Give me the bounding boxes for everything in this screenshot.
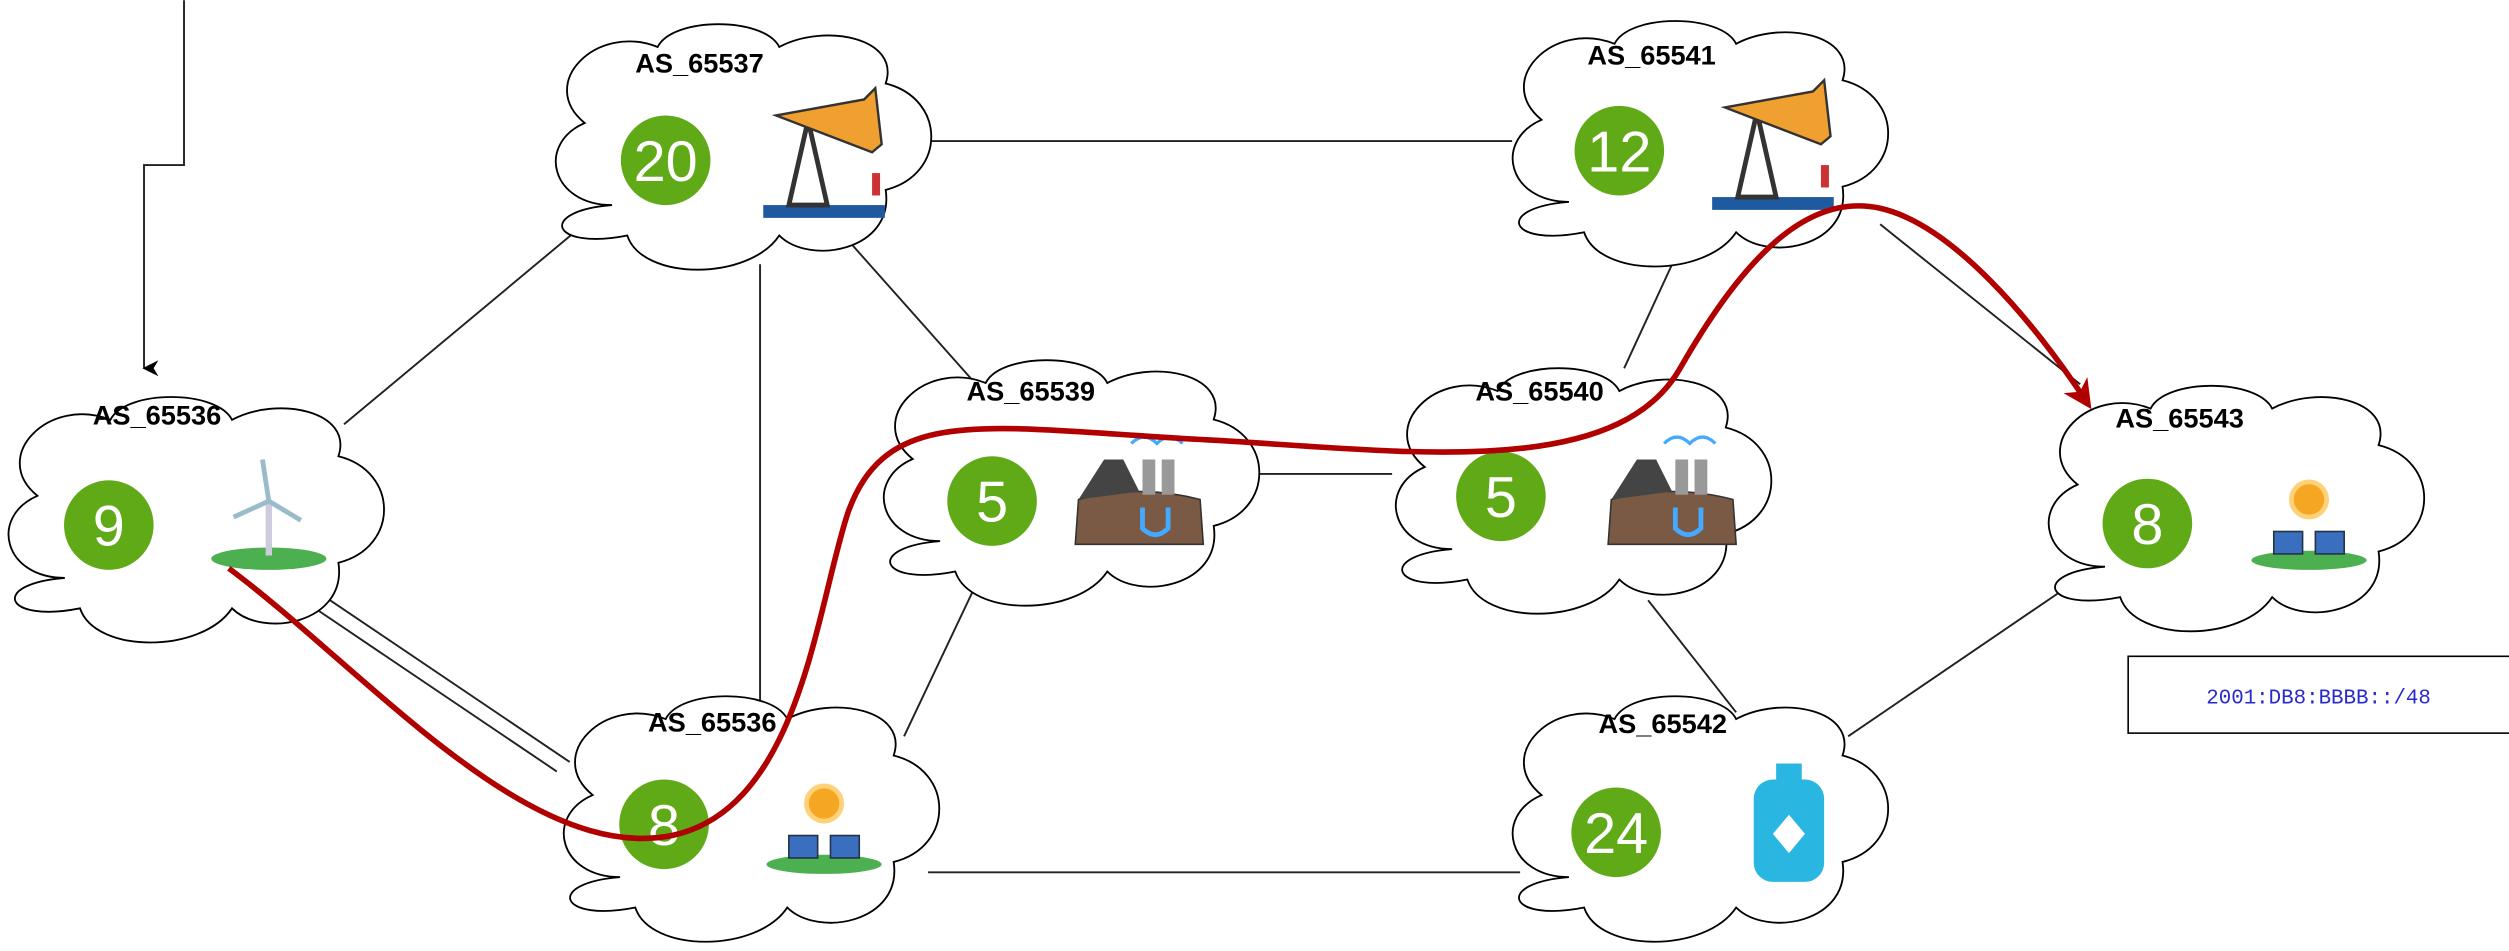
- as-node: AS_65542 24: [1513, 696, 1888, 941]
- nodes: AS_655369AS_6553720AS_6554112AS_655395AS…: [9, 21, 2425, 942]
- as-node: AS_65536 9: [9, 397, 384, 642]
- link: [344, 224, 584, 424]
- icon-panel: [830, 836, 859, 858]
- as-label: AS_65536: [648, 707, 777, 738]
- link: [1848, 589, 2064, 736]
- as-label: AS_65539: [966, 375, 1095, 406]
- as-label: AS_65536: [93, 399, 222, 430]
- link: [1624, 264, 1672, 368]
- as-label: AS_65540: [1475, 375, 1604, 406]
- as-node: AS_65536 8: [564, 696, 939, 941]
- as-node: AS_65541 12: [1513, 21, 1888, 266]
- icon-stack: [1162, 459, 1175, 494]
- prefix-label: 2001:DB8:BBBB::/48: [2206, 687, 2431, 710]
- icon-ground: [2251, 551, 2366, 570]
- link: [904, 584, 976, 736]
- score-value: 5: [1485, 466, 1517, 530]
- as-label: AS_65543: [2115, 402, 2244, 433]
- entry-arrow: [144, 0, 184, 368]
- score-value: 12: [1587, 120, 1651, 184]
- icon-panel: [2315, 532, 2344, 554]
- icon-panel: [2274, 532, 2303, 554]
- as-label: AS_65537: [635, 47, 764, 78]
- icon-panel: [789, 836, 818, 858]
- icon-rod: [872, 173, 880, 195]
- as-label: AS_65541: [1587, 39, 1716, 70]
- score-value: 8: [648, 794, 680, 858]
- icon-stack: [1675, 459, 1688, 494]
- icon-plant: [1075, 492, 1203, 545]
- icon-plant: [1608, 492, 1736, 545]
- network-diagram: AS_655369AS_6553720AS_6554112AS_655395AS…: [0, 0, 2509, 951]
- icon-sun: [806, 786, 841, 821]
- link: [1880, 224, 2080, 384]
- icon-valve: [1776, 764, 1802, 783]
- icon-ground: [766, 855, 881, 874]
- link: [848, 240, 976, 384]
- icon-sun: [2291, 482, 2326, 517]
- link: [1648, 600, 1736, 712]
- icon-rod: [1821, 165, 1829, 187]
- score-value: 24: [1584, 802, 1648, 866]
- link: [309, 586, 570, 762]
- score-value: 9: [93, 495, 125, 559]
- as-node: AS_65537 20: [556, 24, 931, 269]
- icon-stack: [1142, 459, 1155, 494]
- as-node: AS_65540 5: [1396, 368, 1771, 613]
- score-value: 5: [976, 471, 1008, 535]
- as-label: AS_65542: [1599, 708, 1728, 739]
- link: [296, 596, 557, 772]
- score-value: 20: [634, 130, 698, 194]
- as-node: AS_65543 8: [2049, 386, 2424, 631]
- as-node: AS_65539 5: [884, 360, 1259, 605]
- icon-stack: [1695, 459, 1708, 494]
- score-value: 8: [2131, 493, 2163, 557]
